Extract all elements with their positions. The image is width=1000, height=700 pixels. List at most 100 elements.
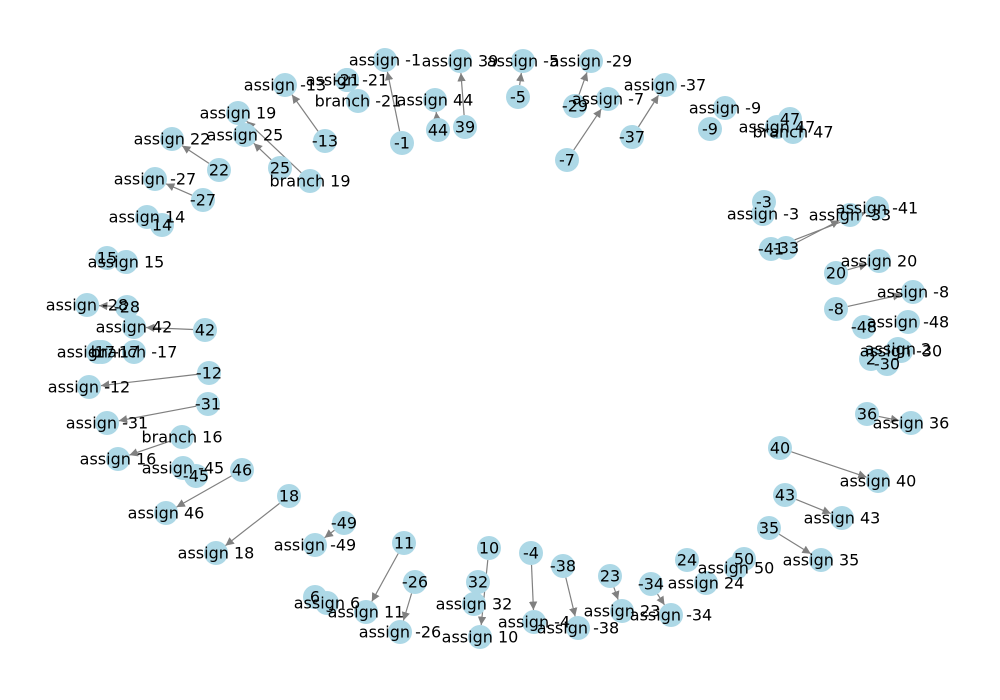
node-label-neg38: -38 [550,557,576,576]
node-label-branch-16: branch 16 [141,428,222,447]
node-assign-neg13 [273,73,297,97]
node-assign-11 [354,600,378,624]
node-label-assign-neg30: assign -30 [860,342,942,361]
edge-42-to-assign-42 [145,323,194,333]
node-assign-15 [114,250,138,274]
node-assign-24 [694,571,718,595]
node-assign-neg37 [653,73,677,97]
node-label-assign-neg28: assign -28 [46,296,128,315]
node-label-42: 42 [195,321,215,340]
node-label-neg1: -1 [394,134,410,153]
node-label-assign-19: assign 19 [200,104,277,123]
node-label-assign-23: assign 23 [584,602,661,621]
node-label-assign-neg27: assign -27 [114,170,196,189]
node-neg4 [519,541,543,565]
node-label-15: 15 [97,249,117,268]
node-label-neg4: -4 [523,544,539,563]
node-assign-neg1 [373,48,397,72]
node-label-neg28: -28 [114,298,140,317]
node-label-assign-46: assign 46 [128,504,205,523]
node-label-assign-43: assign 43 [804,509,881,528]
node-label-assign-neg17: assign -17 [57,343,139,362]
edge-neg26-to-assign-neg26 [401,593,413,621]
edge-23-to-assign-23 [611,587,620,600]
node-neg34 [639,572,663,596]
node-neg5 [506,85,530,109]
node-label-assign-35: assign 35 [783,551,860,570]
node-branch-neg21 [346,89,370,113]
node-label-branch-47: branch 47 [752,123,833,142]
node-label-46: 46 [232,461,252,480]
edge-neg49-to-assign-neg49 [324,529,335,539]
node-label-assign-neg48: assign -48 [867,313,949,332]
node-assign-neg45 [171,456,195,480]
node-label-assign-47: assign 47 [739,118,816,137]
node-neg1 [390,131,414,155]
node-label-assign-32: assign 32 [436,595,513,614]
node-assign-neg28 [75,293,99,317]
node-assign-neg17 [86,340,110,364]
node-label-neg33: -33 [773,239,799,258]
node-neg31 [196,392,220,416]
node-18 [277,484,301,508]
node-neg9 [698,117,722,141]
node-label-assign-neg29: assign -29 [550,52,632,71]
node-label-25: 25 [270,159,290,178]
node-label-assign-neg38: assign -38 [537,619,619,638]
node-label-neg12: -12 [196,364,222,383]
node-label-neg37: -37 [619,128,645,147]
node-label-neg17: -17 [89,343,115,362]
node-23 [598,564,622,588]
node-label-neg9: -9 [702,120,718,139]
node-label-assign-16: assign 16 [80,450,157,469]
node-neg49 [332,511,356,535]
node-assign-43 [830,506,854,530]
node-label-neg27: -27 [190,191,216,210]
node-label-22: 22 [209,161,229,180]
node-assign-25 [233,123,257,147]
node-label-assign-neg21: assign -21 [306,71,388,90]
node-label-assign-6: assign 6 [294,594,360,613]
node-label-assign-11: assign 11 [328,603,405,622]
node-label-neg30: -30 [874,355,900,374]
node-assign-14 [135,205,159,229]
node-label-neg7: -7 [559,151,575,170]
edge-18-to-assign-18 [225,502,280,547]
edge-39-to-assign-39 [457,72,466,116]
edge-11-to-assign-11 [371,553,399,602]
node-25 [268,156,292,180]
node-43 [773,483,797,507]
node-assign-16 [106,447,130,471]
node-assign-20 [867,249,891,273]
node-label-assign-10: assign 10 [442,628,519,647]
node-assign-neg7 [596,87,620,111]
node-46 [230,458,254,482]
node-assign-neg34 [659,603,683,627]
node-24 [675,548,699,572]
node-label-assign-36: assign 36 [873,414,950,433]
node-assign-neg9 [713,96,737,120]
node-10 [477,536,501,560]
node-label-32: 32 [468,573,488,592]
node-label-neg41: -41 [758,240,784,259]
node-label-24: 24 [677,551,697,570]
node-neg12 [197,361,221,385]
node-label-assign-44: assign 44 [397,91,474,110]
node-assign-neg49 [303,533,327,557]
nodes-layer [75,48,925,649]
node-label-35: 35 [759,519,779,538]
node-neg33 [774,236,798,260]
node-assign-22 [160,127,184,151]
edge-35-to-assign-35 [778,533,812,555]
edge-neg12-to-assign-neg12 [100,373,198,389]
node-label-assign-25: assign 25 [207,126,284,145]
node-label-assign-neg4: assign -4 [498,613,570,632]
node-label-43: 43 [775,486,795,505]
node-label-neg3: -3 [756,193,772,212]
node-label-39: 39 [455,118,475,137]
node-label-branch-19: branch 19 [269,172,350,191]
node-label-neg8: -8 [828,300,844,319]
node-assign-neg5 [511,49,535,73]
node-assign-40 [866,469,890,493]
